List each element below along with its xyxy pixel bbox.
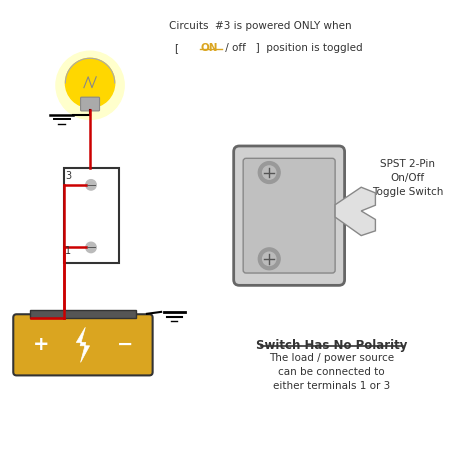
- Text: SPST 2-Pin
On/Off
Toggle Switch: SPST 2-Pin On/Off Toggle Switch: [372, 159, 443, 197]
- FancyBboxPatch shape: [243, 158, 335, 273]
- Polygon shape: [76, 327, 90, 363]
- Text: +: +: [33, 335, 49, 355]
- FancyBboxPatch shape: [13, 314, 153, 375]
- Text: Circuits  #3 is powered ONLY when: Circuits #3 is powered ONLY when: [169, 21, 352, 31]
- Circle shape: [86, 180, 96, 190]
- Circle shape: [86, 242, 96, 253]
- Circle shape: [263, 252, 276, 265]
- Polygon shape: [335, 187, 375, 236]
- Text: ON: ON: [200, 43, 218, 53]
- Bar: [30, 310, 136, 318]
- Circle shape: [258, 248, 280, 270]
- Circle shape: [263, 166, 276, 179]
- FancyBboxPatch shape: [81, 97, 100, 111]
- Text: The load / power source
can be connected to
either terminals 1 or 3: The load / power source can be connected…: [269, 353, 394, 391]
- Text: 3: 3: [65, 171, 71, 181]
- Text: Switch Has No Polarity: Switch Has No Polarity: [256, 339, 408, 352]
- Text: / off   ]  position is toggled: / off ] position is toggled: [222, 43, 363, 53]
- Text: 1: 1: [65, 246, 71, 255]
- Circle shape: [56, 51, 124, 119]
- Bar: [64, 168, 118, 263]
- Text: [: [: [175, 43, 189, 53]
- Circle shape: [258, 162, 280, 183]
- Circle shape: [65, 58, 115, 108]
- Text: −: −: [117, 335, 133, 355]
- FancyBboxPatch shape: [234, 146, 345, 285]
